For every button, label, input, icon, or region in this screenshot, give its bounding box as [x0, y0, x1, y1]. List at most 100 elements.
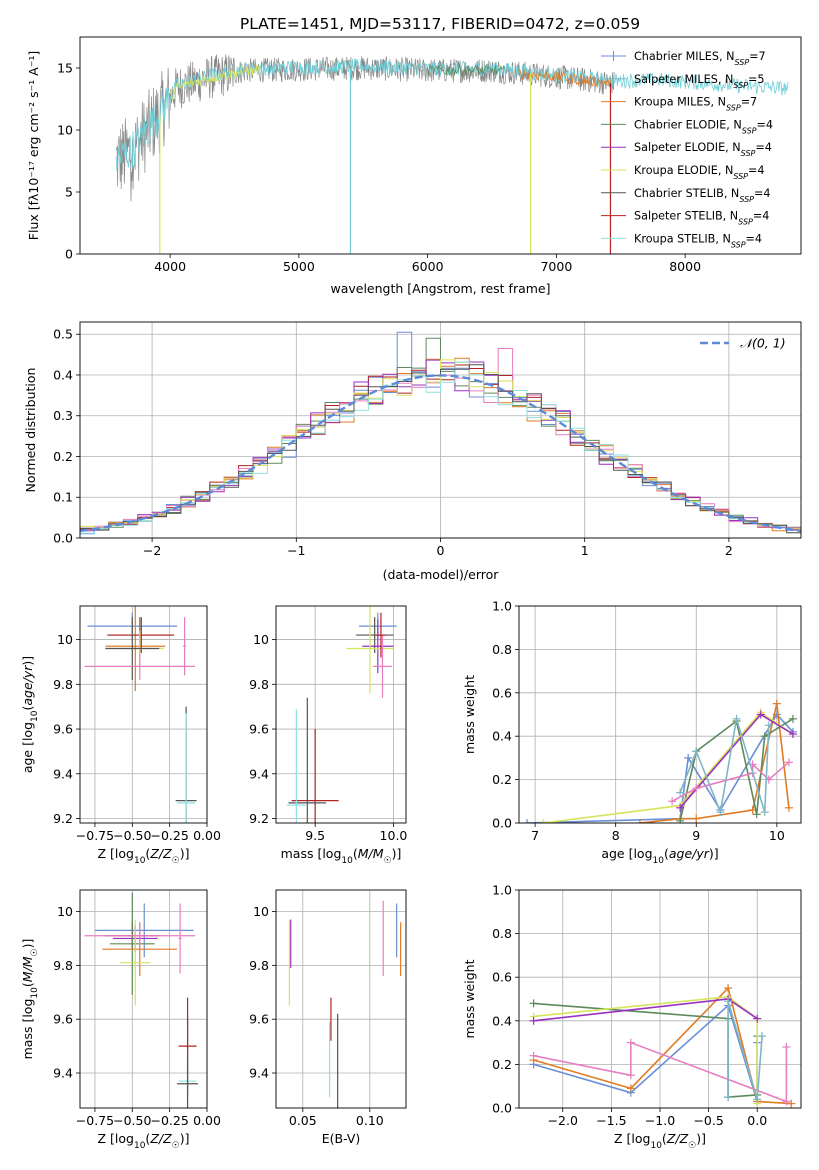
gridlines: [276, 606, 406, 823]
gaussian-reference-curve: [80, 374, 801, 533]
legend-entry: Kroupa STELIB, NSSP=4: [634, 232, 762, 249]
mass-weight-series: [543, 711, 794, 823]
x-tick-label: 0.0: [747, 1113, 767, 1128]
mass-weight-series: [533, 1004, 758, 1102]
y-tick-label: 0.2: [53, 449, 73, 464]
y-axis-label: mass weight: [462, 959, 477, 1038]
y-axis-label: mass [log10(M/M☉)]: [20, 939, 40, 1060]
y-tick-label: 9.6: [53, 722, 73, 737]
chart-mass_vs_Z: −0.75 −0.50 −0.25 0.00 9.4 9.6 9.8 10 Z [log10(Z…: [20, 889, 221, 1151]
x-tick-label: 0.00: [193, 1113, 221, 1128]
y-tick-label: 9.8: [53, 677, 73, 692]
residual-histogram: [80, 364, 801, 534]
x-tick-label: 0.10: [356, 1113, 384, 1128]
legend-entry: 𝒩(0, 1): [740, 336, 786, 351]
x-tick-label: 0.00: [193, 828, 221, 843]
y-tick-label: 1.0: [492, 883, 512, 898]
legend-entry: Salpeter ELODIE, NSSP=4: [634, 141, 772, 158]
y-tick-label: 0.5: [53, 327, 73, 342]
y-tick-label: 1.0: [492, 599, 512, 614]
mass-weight-series: [679, 718, 770, 816]
chart-spectrum: 4000 5000 6000 7000 8000 0 5 10 15 wavelength [An…: [26, 36, 802, 296]
y-tick-label: 0.0: [492, 816, 512, 831]
x-axis-label: mass [log10(M/M☉)]: [281, 846, 402, 866]
x-tick-label: 6000: [412, 259, 444, 274]
y-tick-label: 0.0: [53, 531, 73, 546]
legend-entry: Salpeter MILES, NSSP=5: [634, 73, 765, 90]
legend-entry: Salpeter STELIB, NSSP=4: [634, 210, 769, 227]
plot-area: [115, 54, 789, 254]
x-tick-label: −0.50: [113, 828, 151, 843]
x-tick-label: 8000: [669, 259, 701, 274]
x-axis-label: age [log10(age/yr)]: [601, 846, 718, 866]
x-tick-label: 5000: [283, 259, 315, 274]
x-tick-label: 4000: [154, 259, 186, 274]
axes-frame: [275, 889, 407, 1109]
axes-frame: [79, 889, 208, 1109]
y-tick-label: 10: [57, 632, 73, 647]
x-axis-label: wavelength [Angstrom, rest frame]: [330, 281, 550, 296]
x-tick-label: 0.05: [289, 1113, 317, 1128]
plot-area: [286, 606, 397, 823]
axes-frame: [518, 605, 802, 824]
y-tick-label: 0.4: [53, 367, 73, 382]
y-tick-label: 0.2: [492, 772, 512, 787]
x-tick-label: 7000: [540, 259, 572, 274]
plot-area: [288, 900, 402, 1108]
x-tick-label: 9.5: [305, 828, 325, 843]
x-tick-label: −0.75: [76, 828, 114, 843]
x-tick-label: 9: [692, 828, 700, 843]
residual-histogram: [80, 361, 801, 534]
axes-frame: [518, 889, 802, 1109]
y-axis-label: Flux [fλ10⁻¹⁷ erg cm⁻² s⁻¹ A⁻¹]: [26, 51, 41, 240]
x-tick-label: −0.5: [693, 1113, 723, 1128]
model-spectrum-segment: [517, 69, 611, 89]
y-tick-label: 0.1: [53, 490, 73, 505]
y-tick-label: 0.8: [492, 642, 512, 657]
y-tick-label: 10: [57, 904, 73, 919]
x-tick-label: −1: [287, 543, 305, 558]
mass-weight-series: [527, 713, 794, 823]
plot-area: [84, 892, 199, 1108]
x-tick-label: −0.25: [150, 1113, 188, 1128]
axes-frame: [79, 605, 208, 824]
x-axis-label: Z [log10(Z/Z☉)]: [614, 1131, 706, 1151]
x-axis-label: Z [log10(Z/Z☉)]: [98, 846, 190, 866]
y-tick-label: 9.2: [249, 811, 269, 826]
x-tick-label: 10: [769, 828, 785, 843]
mass-weight-series: [533, 995, 758, 1104]
gridlines: [80, 606, 208, 823]
model-spectrum-segment: [169, 65, 261, 101]
y-tick-label: 0.4: [492, 1013, 512, 1028]
x-tick-label: 0: [437, 543, 445, 558]
legend-entry: Kroupa ELODIE, NSSP=4: [634, 164, 765, 181]
plot-area: [529, 984, 796, 1108]
y-tick-label: 0.8: [492, 926, 512, 941]
y-tick-label: 5: [65, 185, 73, 200]
x-tick-label: 8: [612, 828, 620, 843]
chart-age_vs_Z: −0.75 −0.50 −0.25 0.00 9.2 9.4 9.6 9.8 10 Z [log1…: [20, 605, 221, 866]
x-tick-label: 7: [531, 828, 539, 843]
x-tick-label: 10.0: [380, 828, 408, 843]
y-tick-label: 9.8: [53, 958, 73, 973]
y-tick-label: 9.6: [249, 1012, 269, 1027]
y-tick-label: 10: [253, 632, 269, 647]
figure-title: PLATE=1451, MJD=53117, FIBERID=0472, z=0…: [240, 15, 640, 33]
y-axis-label: mass weight: [462, 675, 477, 754]
x-tick-label: 1: [581, 543, 589, 558]
x-tick-label: −0.50: [113, 1113, 151, 1128]
chart-age_vs_mass: 9.5 10.0 9.2 9.4 9.6 9.8 10 mass [log10(M/M☉)]: [249, 605, 408, 866]
y-tick-label: 9.8: [249, 677, 269, 692]
x-tick-label: −1.5: [596, 1113, 626, 1128]
plot-area: [84, 606, 197, 823]
gridlines: [276, 890, 406, 1108]
mass-weight-series: [679, 718, 794, 821]
y-tick-label: 9.8: [249, 958, 269, 973]
x-tick-label: −2.0: [548, 1113, 578, 1128]
y-axis-label: age [log10(age/yr)]: [20, 656, 40, 773]
x-axis-label: Z [log10(Z/Z☉)]: [98, 1131, 190, 1151]
y-tick-label: 9.6: [53, 1012, 73, 1027]
plot-area: [80, 331, 801, 535]
x-tick-label: −1.0: [645, 1113, 675, 1128]
